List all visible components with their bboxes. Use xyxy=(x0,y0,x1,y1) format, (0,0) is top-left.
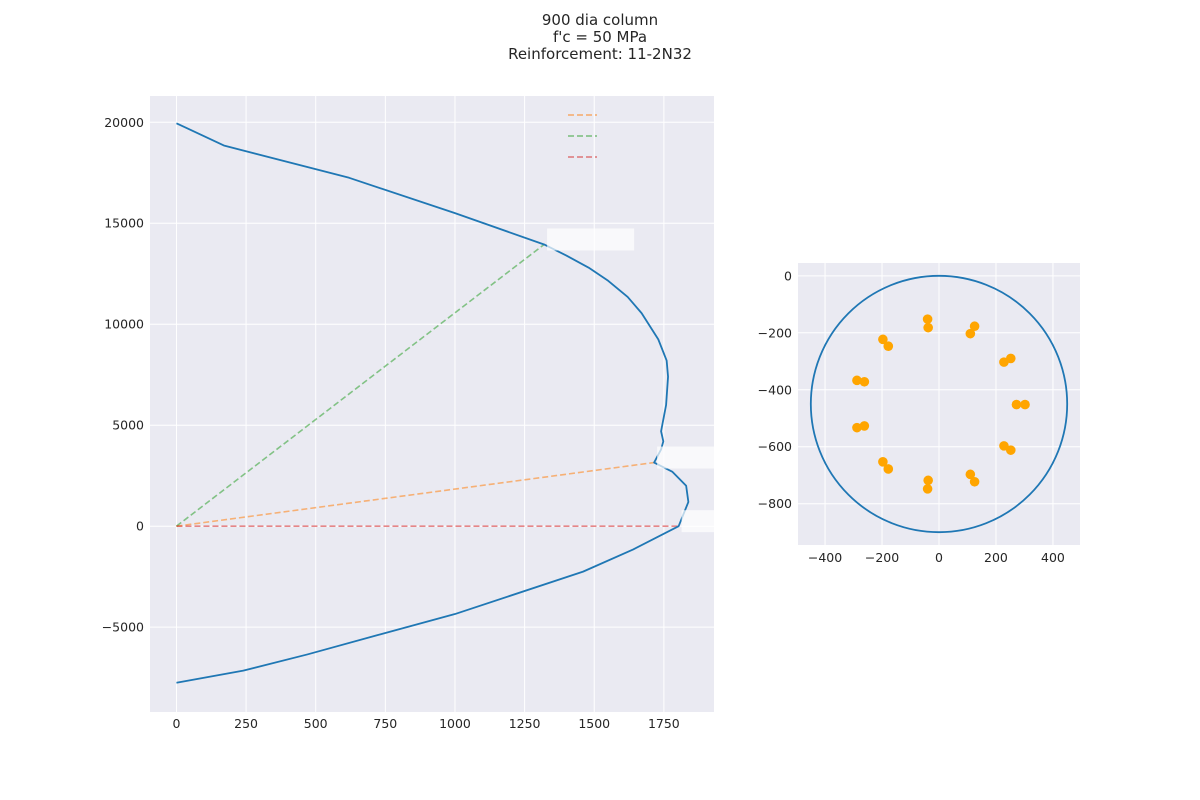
x-tick-label: 750 xyxy=(373,716,397,731)
y-tick-label: 0 xyxy=(136,519,144,534)
reinforcement-bar xyxy=(922,314,933,324)
title-line-1: 900 dia column xyxy=(541,11,659,29)
y-tick-label: 10000 xyxy=(104,317,144,332)
reinforcement-bar xyxy=(922,484,933,494)
section-x-tick-label: 200 xyxy=(984,550,1008,565)
section-x-tick-label: −400 xyxy=(808,550,842,565)
reinforcement-bar xyxy=(852,375,862,386)
x-tick-label: 1250 xyxy=(509,716,541,731)
reinforcement-bar xyxy=(1011,399,1022,410)
reinforcement-bar xyxy=(878,334,888,345)
reinforcement-bar xyxy=(1020,399,1030,410)
series-line-balanced xyxy=(176,461,655,527)
reinforcement-bar xyxy=(969,321,980,332)
legend xyxy=(568,114,597,158)
title-line-2: f'c = 50 MPa xyxy=(552,28,648,46)
y-tick-label: 20000 xyxy=(104,115,144,130)
section-x-tick-label: −200 xyxy=(865,550,899,565)
reinforcement-bar xyxy=(859,376,870,387)
reinforcement-bar xyxy=(859,421,870,431)
reinforcement-bar xyxy=(999,357,1009,367)
y-tick-label: −5000 xyxy=(102,620,144,635)
title-line-3: Reinforcement: 11-2N32 xyxy=(508,45,692,63)
reinforcement-bar xyxy=(969,476,980,487)
x-tick-label: 250 xyxy=(234,716,258,731)
section-y-tick-label: 0 xyxy=(784,268,792,283)
section-x-tick-label: 400 xyxy=(1041,550,1065,565)
reinforcement-bar xyxy=(852,422,862,433)
section-x-tick-label: 0 xyxy=(935,550,943,565)
reinforcement-bar xyxy=(1005,445,1016,455)
section-outline xyxy=(809,274,1069,534)
interaction-diagram: 0 250 500 750 1000 1250 1500 1750 −5000 0 5000 1000… xyxy=(102,96,741,731)
plot-background xyxy=(150,96,714,712)
x-tick-label: 1750 xyxy=(648,716,680,731)
series-line-decompression xyxy=(175,243,545,527)
x-tick-label: 0 xyxy=(172,716,180,731)
chart-title: 900 dia column f'c = 50 MPa Reinforcemen… xyxy=(400,12,800,63)
annotation-box xyxy=(657,446,738,469)
interaction-curve xyxy=(176,122,690,684)
section-y-tick-label: −200 xyxy=(758,325,792,340)
reinforcement-bar xyxy=(965,328,976,339)
section-y-tick-label: −600 xyxy=(758,439,792,454)
annotation-box xyxy=(681,510,741,533)
section-y-tick-label: −800 xyxy=(758,496,792,511)
y-tick-label: 15000 xyxy=(104,216,144,231)
y-tick-label: 5000 xyxy=(112,418,144,433)
x-tick-label: 500 xyxy=(304,716,328,731)
reinforcement-bar xyxy=(883,341,894,351)
section-plot: −400 −200 0 200 400 −800 −600 −400 −200 0 xyxy=(758,263,1080,565)
reinforcement-bar xyxy=(923,322,933,333)
reinforcement-bar xyxy=(965,469,976,480)
reinforcement-bar xyxy=(878,457,888,467)
reinforcement-bar xyxy=(923,475,933,486)
reinforcement-bar xyxy=(883,464,894,474)
annotation-box xyxy=(547,228,635,251)
section-y-tick-label: −400 xyxy=(758,382,792,397)
x-tick-label: 1500 xyxy=(578,716,610,731)
reinforcement-bar xyxy=(999,441,1009,451)
x-tick-label: 1000 xyxy=(439,716,471,731)
